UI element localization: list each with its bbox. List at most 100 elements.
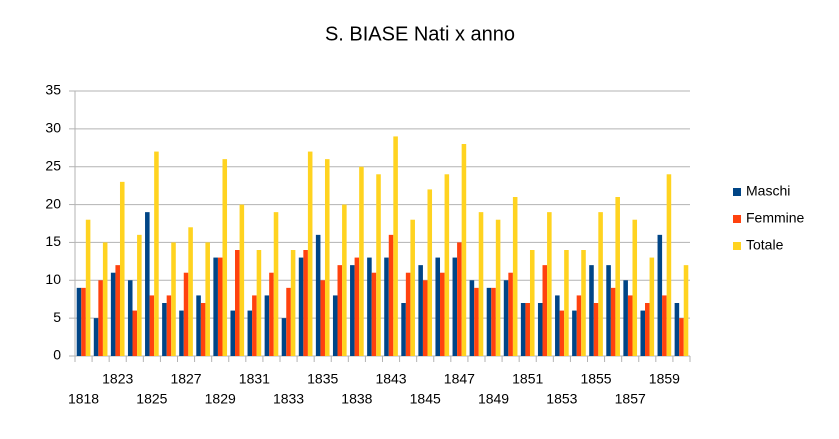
bar	[230, 310, 236, 356]
bar	[196, 295, 201, 356]
bar	[371, 272, 377, 356]
bar	[98, 280, 103, 356]
bar	[303, 250, 308, 356]
legend-swatch	[733, 188, 741, 196]
x-tick-label: 1829	[205, 391, 236, 407]
bar	[81, 287, 86, 356]
bar	[290, 250, 296, 356]
bar	[632, 219, 638, 356]
bar	[435, 257, 441, 356]
x-tick-label: 1843	[375, 371, 406, 387]
x-tick-label: 1838	[341, 391, 372, 407]
bar	[359, 166, 364, 356]
bar	[145, 212, 150, 356]
bar	[354, 257, 360, 356]
bar	[256, 250, 262, 356]
bar	[315, 234, 321, 356]
bar	[388, 234, 394, 356]
bar	[252, 295, 257, 356]
bar	[183, 272, 189, 356]
bar	[623, 280, 628, 356]
bar	[332, 295, 338, 356]
bar	[478, 212, 484, 356]
x-tick-label: 1851	[512, 371, 543, 387]
bar	[679, 318, 684, 356]
y-tick-label: 35	[45, 82, 61, 98]
bar	[307, 151, 313, 356]
bar	[410, 219, 415, 356]
bar	[589, 265, 594, 356]
bar	[247, 310, 253, 356]
bar	[683, 265, 689, 356]
bar	[615, 197, 620, 356]
bar	[474, 287, 479, 356]
bar	[598, 212, 603, 356]
legend-swatch	[733, 242, 741, 250]
x-tick-label: 1835	[307, 371, 338, 387]
bar	[264, 295, 270, 356]
x-tick-label: 1818	[68, 391, 99, 407]
x-tick-label: 1849	[478, 391, 509, 407]
bar	[213, 257, 218, 356]
y-tick-label: 10	[45, 271, 61, 287]
bar	[350, 265, 355, 356]
y-tick-label: 0	[53, 347, 61, 363]
bar	[367, 257, 372, 356]
bar	[200, 303, 206, 356]
bar	[529, 250, 535, 356]
bar	[491, 287, 496, 356]
bar	[85, 219, 91, 356]
bar	[179, 310, 184, 356]
bar	[422, 280, 428, 356]
bar	[461, 144, 467, 356]
bar	[525, 303, 530, 356]
bar	[154, 151, 159, 356]
bar	[102, 242, 108, 356]
bar	[444, 174, 450, 356]
bar	[171, 242, 176, 356]
bar	[162, 303, 167, 356]
y-tick-label: 20	[45, 195, 61, 211]
x-tick-label: 1831	[239, 371, 270, 387]
y-tick-label: 25	[45, 157, 61, 173]
bar	[281, 318, 287, 356]
bar	[572, 310, 577, 356]
bar	[555, 295, 560, 356]
bar	[457, 242, 462, 356]
bar	[137, 234, 142, 356]
x-tick-label: 1853	[546, 391, 577, 407]
bar	[503, 280, 509, 356]
legend-label: Femmine	[746, 210, 805, 226]
bar	[469, 280, 475, 356]
bar	[76, 287, 82, 356]
bar	[110, 272, 116, 356]
bar	[537, 303, 543, 356]
bar	[166, 295, 172, 356]
bar	[149, 295, 155, 356]
bar	[645, 303, 650, 356]
bar	[188, 227, 193, 356]
bar	[393, 136, 398, 356]
bar	[273, 212, 279, 356]
bar	[132, 310, 138, 356]
bar	[222, 159, 228, 356]
bar	[559, 310, 565, 356]
bar	[508, 272, 513, 356]
bar	[662, 295, 667, 356]
bar	[376, 174, 381, 356]
x-tick-label: 1823	[102, 371, 133, 387]
bar	[235, 250, 240, 356]
legend-label: Maschi	[746, 183, 790, 199]
bar	[405, 272, 411, 356]
legend-swatch	[733, 215, 741, 223]
bar	[119, 181, 125, 356]
x-tick-label: 1855	[580, 371, 611, 387]
bar	[593, 303, 599, 356]
x-tick-label: 1857	[615, 391, 646, 407]
bar	[576, 295, 582, 356]
bar	[217, 257, 223, 356]
y-tick-label: 5	[53, 309, 61, 325]
y-tick-label: 15	[45, 233, 61, 249]
y-tick-label: 30	[45, 120, 61, 136]
